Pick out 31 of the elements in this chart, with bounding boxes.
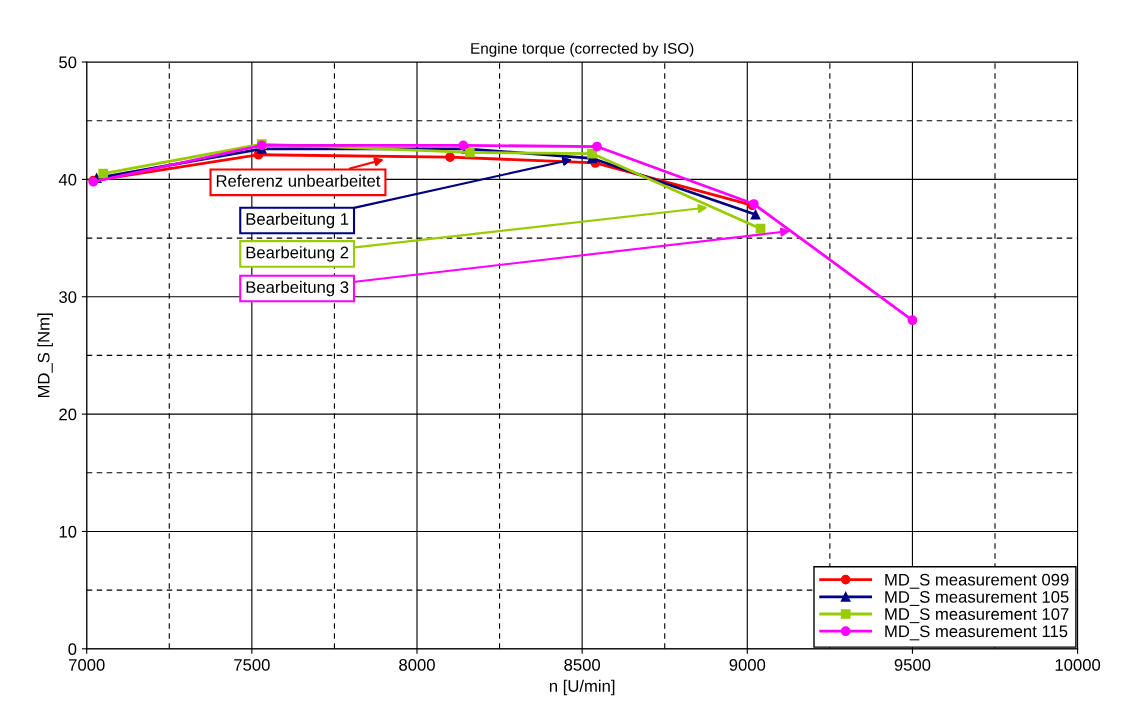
legend-label: MD_S measurement 107 [885,608,1069,624]
x-tick-label: 8500 [564,658,601,671]
y-tick-label: 50 [59,56,77,69]
annotation: Referenz unbearbeitet [216,174,381,187]
y-tick-label: 30 [59,291,77,303]
x-tick-label: 10000 [1055,658,1101,671]
x-tick-label: 8000 [399,658,435,671]
y-tick-label: 20 [59,408,77,421]
legend-label: MD_S measurement 105 [885,590,1069,606]
x-tick-label: 9000 [729,658,766,671]
point [592,141,602,152]
x-tick-label: 9500 [894,658,931,671]
point [98,168,109,179]
annotation: Bearbeitung 2 [246,246,349,262]
point [755,223,766,234]
point [750,209,761,220]
y-tick-label: 10 [59,525,77,538]
y-axis-title: MD_S [Nm] [37,313,53,398]
y-tick-label: 40 [58,173,77,186]
x-axis-title: n [U/min] [549,679,615,696]
point [464,147,475,158]
chart-title: Engine torque (corrected by ISO) [471,42,694,57]
annotation: Bearbeitung 3 [246,280,349,297]
legend-label: MD_S measurement 099 [885,573,1069,589]
x-tick-label: 7000 [69,658,105,671]
point [907,315,918,326]
annotation: Bearbeitung 1 [246,212,349,229]
point [445,152,455,162]
x-tick-label: 7500 [234,658,270,671]
legend-label: MD_S measurement 115 [885,625,1068,641]
y-tick-label: 0 [68,643,77,656]
